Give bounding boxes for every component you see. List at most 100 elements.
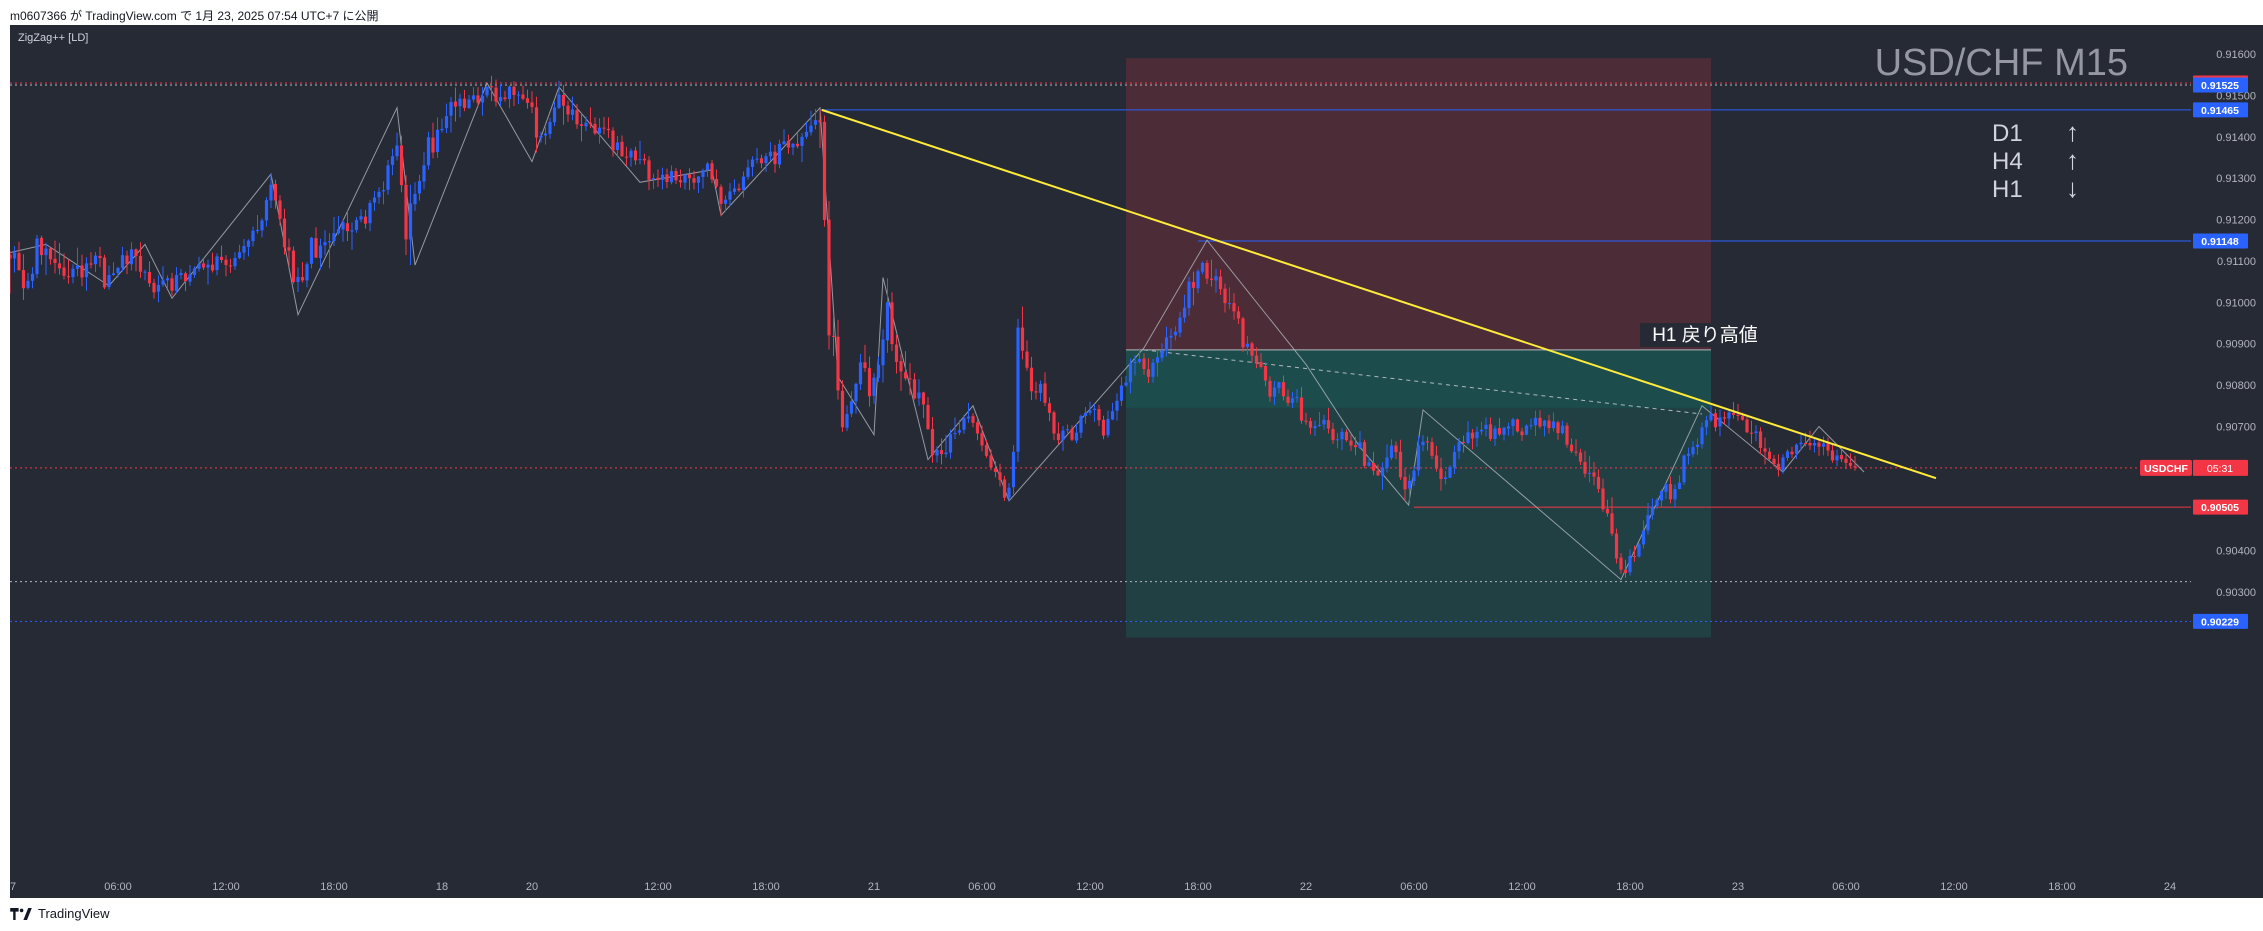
candle[interactable] <box>1664 483 1668 499</box>
candle[interactable] <box>327 233 332 269</box>
candle[interactable] <box>408 184 413 266</box>
candle[interactable] <box>80 254 84 287</box>
candle[interactable] <box>899 354 903 391</box>
candle[interactable] <box>692 170 696 190</box>
candle[interactable] <box>602 116 606 135</box>
candle[interactable] <box>1686 447 1691 465</box>
candle[interactable] <box>143 269 147 281</box>
candle[interactable] <box>1052 410 1056 441</box>
candle[interactable] <box>1047 397 1052 422</box>
candle[interactable] <box>1448 464 1452 478</box>
candle[interactable] <box>390 148 395 176</box>
candle[interactable] <box>1713 409 1718 432</box>
candle[interactable] <box>1358 431 1362 450</box>
candle[interactable] <box>467 94 471 109</box>
candle[interactable] <box>1511 417 1515 436</box>
candle[interactable] <box>1587 455 1592 483</box>
candle[interactable] <box>521 85 525 101</box>
candle[interactable] <box>1772 455 1776 467</box>
candle[interactable] <box>737 183 741 192</box>
candle[interactable] <box>1592 462 1596 486</box>
candle[interactable] <box>102 254 107 290</box>
candle[interactable] <box>1254 347 1259 369</box>
trend-line[interactable] <box>821 108 1937 480</box>
candle[interactable] <box>210 252 215 273</box>
candle[interactable] <box>1074 423 1079 444</box>
candle[interactable] <box>1704 415 1709 436</box>
candle[interactable] <box>1439 457 1443 491</box>
candle[interactable] <box>1623 559 1628 578</box>
candle[interactable] <box>1826 437 1830 456</box>
candle[interactable] <box>647 156 651 191</box>
candle[interactable] <box>39 235 44 265</box>
candle[interactable] <box>1367 457 1371 468</box>
candle[interactable] <box>1232 293 1236 320</box>
candle[interactable] <box>156 275 161 303</box>
candle[interactable] <box>368 200 372 232</box>
candle[interactable] <box>1223 283 1227 313</box>
candle[interactable] <box>1461 435 1466 453</box>
candle[interactable] <box>1209 259 1214 287</box>
candle[interactable] <box>1848 453 1853 469</box>
candle[interactable] <box>1614 528 1619 564</box>
candle[interactable] <box>584 116 588 131</box>
candle[interactable] <box>1844 454 1848 470</box>
candle[interactable] <box>1083 407 1088 424</box>
candle[interactable] <box>237 244 242 260</box>
candle[interactable] <box>1421 435 1425 452</box>
candle[interactable] <box>1398 439 1403 480</box>
candle[interactable] <box>305 262 309 288</box>
candle[interactable] <box>674 168 678 184</box>
candle[interactable] <box>1628 549 1632 576</box>
candle[interactable] <box>1785 449 1790 461</box>
candle[interactable] <box>359 209 363 223</box>
candle[interactable] <box>1434 445 1439 472</box>
candle[interactable] <box>1524 424 1529 436</box>
candle[interactable] <box>728 183 732 207</box>
candle[interactable] <box>1205 260 1209 285</box>
candle[interactable] <box>44 242 48 275</box>
candle[interactable] <box>759 154 764 169</box>
candle[interactable] <box>417 174 422 201</box>
candle[interactable] <box>273 179 278 209</box>
candle[interactable] <box>1610 497 1614 537</box>
candle[interactable] <box>1056 422 1061 445</box>
candle[interactable] <box>962 414 966 434</box>
candle[interactable] <box>1668 476 1673 504</box>
candle[interactable] <box>1619 553 1623 574</box>
candle[interactable] <box>48 247 53 265</box>
price-label[interactable]: 0.91148 <box>2193 233 2248 249</box>
candle[interactable] <box>444 103 449 134</box>
candle[interactable] <box>201 258 206 271</box>
candle[interactable] <box>813 109 818 130</box>
candle[interactable] <box>1061 426 1065 451</box>
candle[interactable] <box>822 115 827 227</box>
candle[interactable] <box>1281 375 1286 401</box>
candle[interactable] <box>1299 387 1304 424</box>
candle[interactable] <box>557 80 561 110</box>
candle[interactable] <box>197 256 201 272</box>
candle[interactable] <box>579 113 584 142</box>
candle[interactable] <box>1677 475 1682 490</box>
candle[interactable] <box>705 162 710 177</box>
candle[interactable] <box>1115 393 1119 421</box>
candle[interactable] <box>1605 499 1610 517</box>
candle[interactable] <box>948 429 953 459</box>
candle[interactable] <box>1718 409 1722 437</box>
candle[interactable] <box>188 265 192 286</box>
candle[interactable] <box>354 217 359 233</box>
candle[interactable] <box>678 169 683 188</box>
candle[interactable] <box>786 134 791 154</box>
candle[interactable] <box>1142 353 1146 375</box>
candle[interactable] <box>1709 405 1713 422</box>
candle[interactable] <box>282 208 287 255</box>
candle[interactable] <box>1155 351 1160 377</box>
candle[interactable] <box>453 87 458 122</box>
candle[interactable] <box>593 117 597 136</box>
candle[interactable] <box>332 217 336 247</box>
candle[interactable] <box>1646 503 1650 535</box>
candle[interactable] <box>1637 542 1641 558</box>
candle[interactable] <box>300 262 305 283</box>
candle[interactable] <box>1011 445 1016 495</box>
indicator-label[interactable]: ZigZag++ [LD] <box>18 32 88 44</box>
